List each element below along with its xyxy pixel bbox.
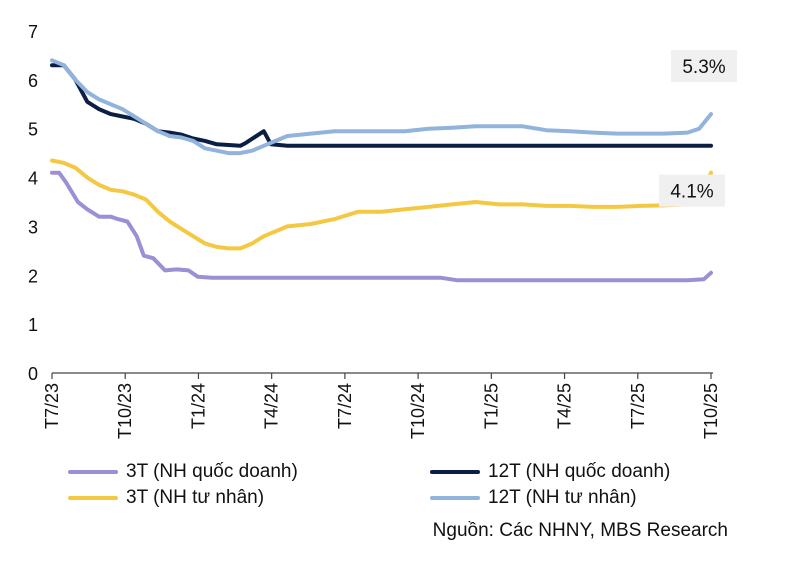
source-note: Nguồn: Các NHNY, MBS Research (432, 520, 728, 541)
y-tick-label: 2 (28, 266, 38, 286)
x-tick-label: T7/25 (628, 383, 648, 429)
series-line (50, 170, 713, 283)
y-tick-label: 0 (28, 364, 38, 384)
x-tick-label: T1/24 (188, 383, 208, 429)
x-tick-label: T10/23 (115, 383, 135, 439)
y-tick-label: 4 (28, 169, 38, 189)
callout-label: 5.3% (682, 57, 725, 78)
x-tick-label: T1/25 (481, 383, 501, 429)
x-tick-label: T4/24 (262, 383, 282, 429)
x-tick-label: T10/25 (701, 383, 721, 439)
x-tick-label: T10/24 (408, 383, 428, 439)
series-line (50, 63, 713, 148)
x-tick-label: T7/24 (335, 383, 355, 429)
callout-box (671, 50, 737, 83)
y-tick-label: 1 (28, 315, 38, 335)
callouts: 5.3% 4.1% (659, 50, 737, 207)
y-tick-label: 6 (28, 71, 38, 91)
series-layer (50, 58, 713, 283)
y-tick-label: 5 (28, 120, 38, 140)
chart-axes: 0 1 2 3 4 5 6 7 T7/23 T10/23 T1/24 T4/24 T7/24 T10/24… (28, 22, 721, 439)
y-tick-label: 7 (28, 22, 38, 42)
callout-box (659, 174, 725, 207)
x-tick-label: T4/25 (555, 383, 575, 429)
series-line (50, 58, 713, 156)
y-tick-label: 3 (28, 217, 38, 237)
series-line (50, 158, 713, 251)
x-tick-label: T7/23 (42, 383, 62, 429)
callout-label: 4.1% (670, 182, 713, 203)
